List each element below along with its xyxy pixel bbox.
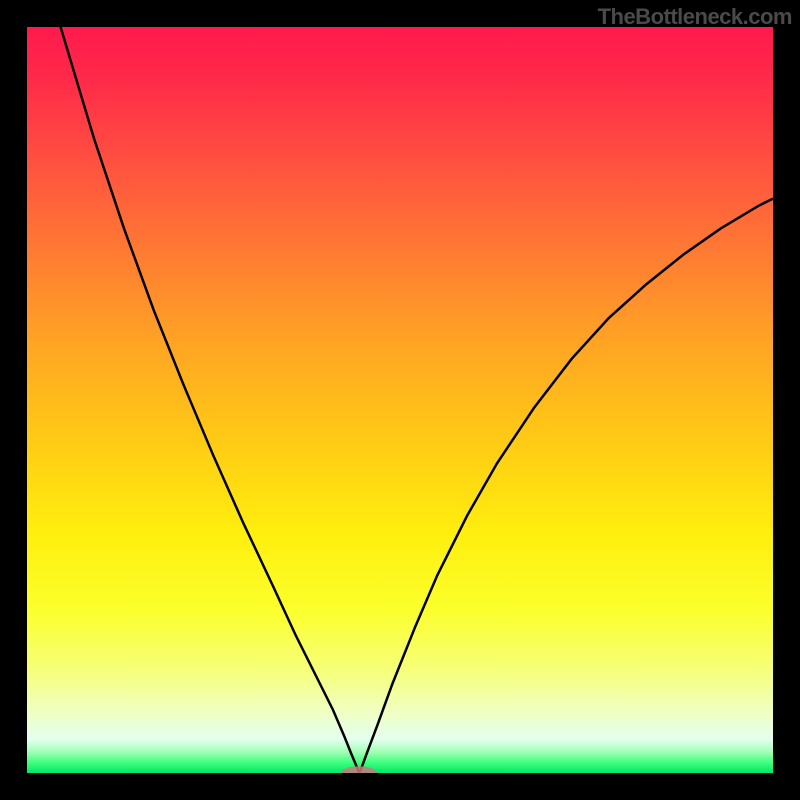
plot-area	[27, 27, 773, 773]
gradient-background	[27, 27, 773, 773]
chart-frame: { "watermark": { "text": "TheBottleneck.…	[0, 0, 800, 800]
watermark-text: TheBottleneck.com	[598, 4, 792, 30]
